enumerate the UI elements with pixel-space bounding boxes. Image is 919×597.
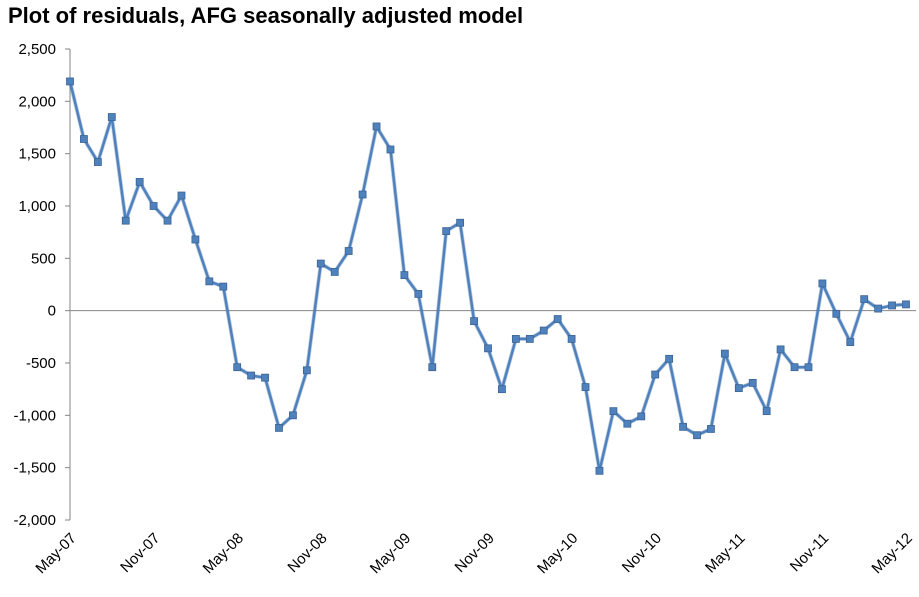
data-point	[581, 383, 590, 391]
data-point	[372, 122, 381, 131]
data-point	[595, 466, 604, 475]
y-tick-label: 1,000	[18, 198, 56, 215]
y-tick-label: 2,000	[18, 93, 56, 110]
x-axis: May-07 Nov-07 May-08 Nov-08 May-09 Nov-09 May-…	[32, 530, 915, 577]
data-point	[888, 301, 896, 310]
data-point	[386, 145, 395, 154]
y-tick-label: -1,000	[13, 407, 56, 424]
data-point	[66, 77, 74, 86]
y-tick-label: 1,500	[18, 146, 56, 163]
data-point	[832, 309, 841, 318]
data-point	[651, 370, 660, 379]
data-point	[289, 411, 297, 420]
data-point	[330, 268, 339, 276]
data-point	[219, 282, 228, 291]
data-point	[818, 279, 827, 288]
data-point	[247, 371, 256, 380]
data-point	[804, 363, 813, 372]
x-tick-label: May-07	[32, 530, 79, 577]
data-point	[80, 135, 88, 143]
data-point	[135, 178, 144, 186]
data-point	[177, 191, 186, 200]
data-point	[553, 315, 562, 323]
data-point	[860, 295, 869, 304]
x-tick-label: Nov-10	[619, 530, 665, 576]
x-tick-label: May-12	[868, 530, 915, 577]
data-point	[414, 290, 423, 298]
data-point	[121, 216, 130, 225]
series-line	[68, 81, 907, 473]
x-tick-label: Nov-07	[117, 530, 163, 576]
y-axis: 2,500 2,000 1,500 1,000 500 0 -500 -1,000 -1,500…	[13, 41, 71, 529]
y-tick-label: -500	[26, 355, 56, 372]
data-point	[707, 425, 715, 433]
y-tick-label: 500	[31, 250, 56, 267]
data-point	[358, 190, 367, 199]
data-point	[874, 304, 883, 313]
data-point	[191, 235, 200, 244]
data-point	[302, 366, 311, 375]
data-point	[344, 247, 353, 255]
series-markers	[66, 77, 910, 475]
y-tick-label: 0	[48, 303, 56, 320]
data-point	[400, 271, 409, 279]
data-point	[233, 363, 242, 372]
data-point	[762, 407, 771, 416]
x-tick-label: May-08	[200, 530, 247, 577]
data-point	[637, 412, 646, 421]
data-point	[316, 259, 325, 268]
data-point	[748, 378, 757, 387]
data-point	[902, 300, 910, 309]
chart-title: Plot of residuals, AFG seasonally adjust…	[8, 3, 524, 28]
x-tick-label: May-09	[367, 530, 414, 577]
data-point	[790, 363, 799, 372]
data-point	[261, 373, 269, 382]
data-point	[275, 423, 283, 432]
data-point	[484, 344, 492, 353]
series-residuals	[68, 80, 907, 473]
series-line-shadow	[68, 80, 907, 473]
data-point	[107, 113, 116, 121]
data-point	[846, 338, 855, 346]
data-point	[428, 363, 437, 372]
data-point	[442, 227, 451, 236]
data-point	[470, 317, 478, 326]
data-point	[693, 431, 701, 440]
data-point	[149, 202, 158, 210]
data-point	[539, 326, 548, 335]
data-point	[679, 422, 687, 431]
y-tick-label: -1,500	[13, 460, 56, 477]
x-tick-label: May-10	[534, 530, 581, 577]
data-point	[734, 384, 743, 393]
data-point	[609, 407, 618, 416]
x-tick-label: Nov-11	[787, 530, 832, 575]
data-point	[776, 345, 785, 354]
data-point	[720, 349, 729, 358]
x-tick-label: Nov-08	[284, 530, 330, 576]
data-point	[525, 335, 534, 343]
data-point	[498, 385, 506, 394]
data-point	[93, 158, 102, 166]
data-point	[511, 335, 520, 343]
y-tick-label: 2,500	[18, 41, 56, 58]
data-point	[623, 419, 632, 428]
y-tick-label: -2,000	[13, 512, 56, 529]
data-point	[567, 335, 576, 343]
data-point	[163, 216, 172, 225]
x-tick-label: May-11	[702, 530, 749, 577]
data-point	[205, 277, 214, 286]
data-point	[665, 354, 674, 363]
x-tick-label: Nov-09	[452, 530, 498, 576]
data-point	[456, 218, 465, 227]
